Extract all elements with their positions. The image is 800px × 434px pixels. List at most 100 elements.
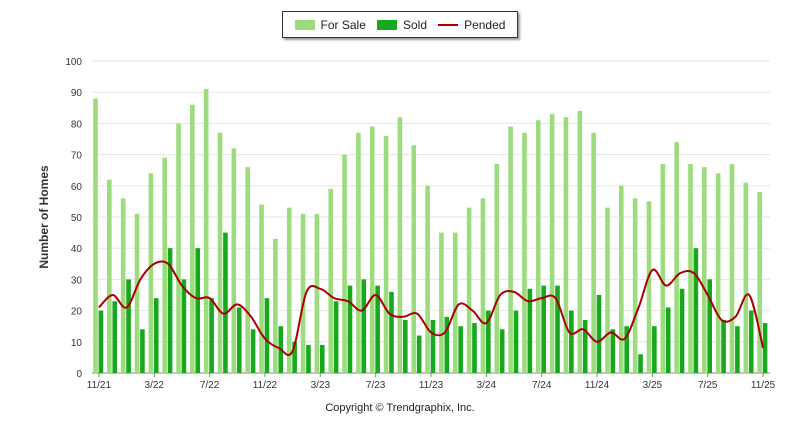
bar-for-sale [494, 163, 500, 373]
y-tick-label: 20 [71, 307, 83, 318]
bar-for-sale [231, 148, 237, 373]
bar-sold [181, 279, 187, 373]
x-tick-label: 7/22 [200, 380, 220, 391]
bar-sold [209, 298, 214, 373]
bar-for-sale [729, 163, 735, 373]
bar-sold [389, 291, 394, 373]
bar-sold [347, 285, 353, 373]
bar-sold [250, 329, 256, 373]
bar-for-sale [356, 132, 361, 373]
bar-for-sale [674, 142, 679, 373]
bar-for-sale [411, 145, 417, 373]
bar-sold [499, 329, 505, 373]
x-tick-label: 7/23 [366, 380, 386, 391]
bar-for-sale [563, 117, 569, 373]
legend-swatch-pended [438, 23, 459, 26]
bar-for-sale [217, 132, 223, 373]
bar-sold [153, 298, 159, 373]
bar-sold [748, 310, 754, 373]
bar-sold [762, 323, 768, 373]
bar-for-sale [439, 232, 444, 373]
x-tick-label: 3/25 [643, 380, 663, 391]
bar-sold [541, 285, 546, 373]
bar-sold [375, 285, 380, 373]
bar-sold [569, 310, 574, 373]
bar-sold [306, 344, 311, 373]
y-tick-label: 50 [71, 213, 83, 224]
bar-for-sale [535, 120, 541, 373]
bar-for-sale [300, 213, 306, 373]
bar-sold [223, 232, 228, 373]
bar-for-sale [715, 173, 721, 373]
x-tick-label: 7/25 [698, 380, 718, 391]
y-tick-label: 90 [71, 88, 83, 99]
bar-sold [319, 344, 325, 373]
bar-for-sale [134, 213, 140, 373]
bar-sold [665, 307, 671, 373]
bar-for-sale [383, 135, 389, 373]
legend-item-for-sale[interactable]: For Sale [294, 18, 366, 32]
x-tick-label: 11/23 [419, 380, 444, 391]
legend-item-pended[interactable]: Pended [438, 18, 505, 32]
bar-for-sale [107, 179, 112, 373]
y-tick-label: 40 [71, 244, 83, 255]
x-tick-label: 3/24 [477, 380, 497, 391]
bar-sold [721, 319, 726, 373]
bar-for-sale [162, 157, 167, 373]
bar-sold [195, 248, 201, 373]
bar-sold [292, 341, 297, 373]
bar-sold [444, 316, 450, 373]
bar-for-sale [176, 123, 181, 374]
bar-for-sale [425, 185, 430, 373]
bar-sold [486, 310, 491, 373]
bar-sold [582, 319, 588, 373]
bar-for-sale [452, 232, 458, 373]
pended-line-layer [98, 260, 765, 356]
bar-sold [126, 279, 131, 373]
bar-for-sale [577, 110, 583, 374]
bar-sold [472, 323, 477, 373]
legend-swatch-sold [376, 19, 397, 30]
bar-sold [112, 301, 118, 373]
y-tick-label: 0 [76, 369, 82, 380]
bar-for-sale [190, 104, 195, 374]
x-tick-label: 3/22 [145, 380, 165, 391]
bar-for-sale [203, 89, 209, 373]
bar-sold [693, 248, 699, 373]
copyright-text: Copyright © Trendgraphix, Inc. [325, 402, 475, 414]
bar-for-sale [148, 173, 154, 373]
legend-label-pended: Pended [464, 17, 506, 32]
bar-sold [140, 329, 145, 373]
bar-for-sale [702, 167, 707, 373]
pended-line [98, 260, 765, 356]
bar-for-sale [660, 163, 666, 373]
bar-sold [458, 326, 463, 373]
bar-sold [264, 298, 270, 373]
y-tick-label: 30 [71, 275, 83, 286]
bar-for-sale [508, 126, 513, 374]
bar-for-sale [286, 207, 292, 373]
bar-sold [596, 295, 602, 373]
bar-for-sale [605, 207, 610, 373]
y-tick-label: 70 [71, 151, 83, 162]
bar-sold [236, 307, 242, 373]
y-tick-label: 80 [71, 119, 83, 130]
x-tick-label: 11/25 [751, 380, 776, 391]
y-axis-title: Number of Homes [37, 165, 51, 269]
bar-sold [361, 279, 367, 373]
bar-sold [610, 329, 616, 373]
bar-for-sale [466, 207, 472, 373]
bar-sold [98, 310, 104, 373]
x-tick-label: 7/24 [532, 380, 552, 391]
y-tick-label: 60 [71, 182, 83, 193]
bar-sold [652, 326, 657, 373]
legend-item-sold[interactable]: Sold [376, 18, 427, 32]
bar-sold [735, 326, 740, 373]
bar-series [93, 89, 768, 374]
bar-sold [403, 319, 408, 373]
bar-for-sale [328, 188, 334, 373]
bar-for-sale [259, 204, 264, 373]
bar-sold [527, 288, 533, 373]
x-axis: 11/21 3/22 7/22 11/22 3/23 7/23 11/23 3/24 7/24 1… [87, 373, 776, 391]
